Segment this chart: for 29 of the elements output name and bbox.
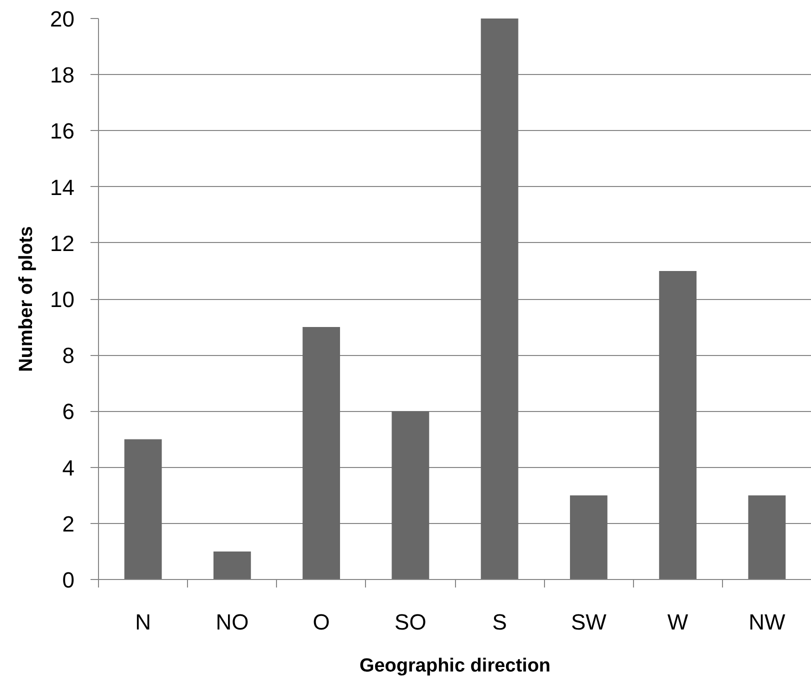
y-axis-title: Number of plots bbox=[16, 226, 38, 372]
bar bbox=[124, 439, 162, 580]
x-tick-label: O bbox=[312, 610, 330, 634]
x-tick-label: SO bbox=[394, 610, 426, 634]
y-tick-label: 20 bbox=[50, 6, 75, 32]
bar bbox=[659, 270, 697, 580]
x-tick-label: S bbox=[492, 610, 507, 634]
x-tick-label: SW bbox=[570, 610, 607, 634]
y-tick-label: 14 bbox=[50, 174, 75, 200]
x-tick-label: NO bbox=[216, 610, 249, 634]
x-tick-label: W bbox=[667, 610, 688, 634]
bar bbox=[748, 495, 786, 580]
y-tick-label: 8 bbox=[62, 343, 75, 368]
x-axis-title: Geographic direction bbox=[359, 656, 551, 676]
y-tick-label: 0 bbox=[62, 568, 75, 592]
y-tick-label: 6 bbox=[62, 399, 75, 424]
bar bbox=[480, 18, 518, 580]
y-tick-label: 4 bbox=[62, 455, 75, 480]
x-tick-label: NW bbox=[748, 610, 786, 634]
bar bbox=[570, 495, 608, 580]
bar bbox=[392, 411, 430, 580]
y-tick-label: 16 bbox=[50, 118, 75, 144]
bar bbox=[302, 327, 340, 580]
y-tick-label: 12 bbox=[50, 230, 75, 256]
y-tick-label: 2 bbox=[62, 511, 75, 536]
y-tick-label: 18 bbox=[50, 62, 75, 88]
y-tick-label: 10 bbox=[50, 287, 75, 312]
bar bbox=[213, 551, 251, 580]
x-tick-label: N bbox=[135, 610, 152, 634]
